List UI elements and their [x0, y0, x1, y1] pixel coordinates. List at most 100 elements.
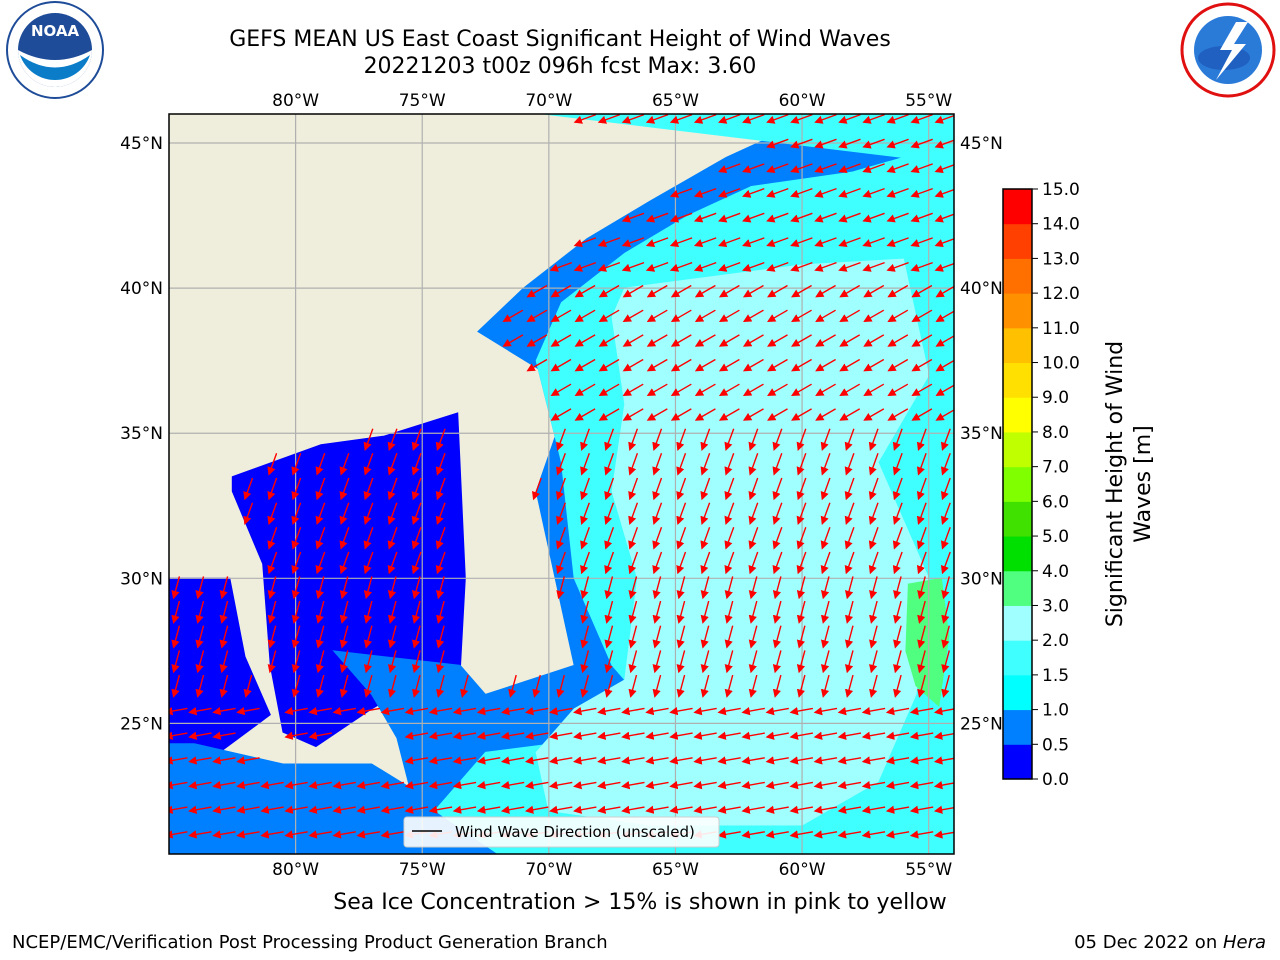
wind-wave-arrow: [524, 756, 549, 765]
wind-wave-arrow: [700, 576, 710, 600]
wind-wave-arrow: [844, 551, 855, 575]
wind-wave-arrow: [645, 731, 669, 740]
wind-wave-arrow: [693, 261, 717, 272]
wind-wave-arrow: [628, 453, 639, 476]
wind-wave-arrow: [844, 650, 854, 674]
wind-wave-arrow: [741, 830, 765, 839]
footer-date-text: 05 Dec 2022 on: [1074, 932, 1223, 953]
wind-wave-arrow: [670, 284, 692, 298]
wind-wave-arrow: [766, 261, 789, 272]
wind-wave-arrow: [670, 383, 692, 397]
wind-wave-arrow: [645, 261, 669, 272]
wind-wave-arrow: [820, 600, 830, 624]
wind-wave-arrow: [813, 756, 838, 765]
wind-wave-arrow: [886, 138, 909, 149]
x-tick-label-bottom: 80°W: [272, 860, 319, 880]
wind-wave-arrow: [652, 576, 662, 600]
wind-wave-arrow: [892, 453, 903, 476]
wind-wave-arrow: [574, 408, 596, 421]
wind-wave-arrow: [556, 477, 566, 501]
wind-wave-arrow: [524, 780, 549, 790]
colorbar-tick-label: 6.0: [1042, 492, 1069, 512]
wind-wave-arrow: [435, 551, 446, 575]
wind-wave-arrow: [742, 383, 764, 397]
wind-wave-arrow: [212, 706, 236, 716]
wind-wave-arrow: [940, 551, 951, 575]
wind-wave-arrow: [838, 212, 861, 223]
wind-wave-arrow: [909, 780, 934, 790]
wind-wave-arrow: [550, 284, 572, 298]
wind-wave-arrow: [748, 576, 758, 600]
wind-wave-arrow: [363, 527, 374, 550]
wind-wave-arrow: [868, 453, 879, 476]
wind-wave-arrow: [910, 237, 933, 248]
y-tick-label-left: 40°N: [120, 279, 163, 299]
wind-wave-arrow: [796, 650, 806, 674]
wind-wave-arrow: [573, 261, 597, 272]
wind-wave-arrow: [862, 237, 885, 248]
colorbar-swatch: [1003, 258, 1032, 294]
wind-wave-arrow: [476, 756, 501, 765]
wind-wave-arrow: [284, 706, 308, 716]
wind-wave-arrow: [580, 502, 590, 525]
wind-wave-arrow: [411, 650, 421, 674]
wind-wave-arrow: [628, 477, 639, 501]
wind-wave-arrow: [693, 114, 717, 124]
wind-wave-arrow: [796, 428, 807, 451]
wind-wave-arrow: [549, 261, 573, 272]
colorbar-tick-label: 0.5: [1042, 735, 1069, 755]
wind-wave-arrow: [700, 600, 710, 624]
wind-wave-arrow: [598, 408, 620, 421]
wind-wave-arrow: [646, 309, 668, 323]
wind-wave-arrow: [339, 674, 349, 698]
wind-wave-arrow: [917, 625, 926, 649]
wind-wave-arrow: [839, 284, 861, 298]
wind-wave-arrow: [814, 138, 837, 149]
wind-wave-arrow: [791, 309, 812, 323]
x-tick-label-bottom: 60°W: [779, 860, 826, 880]
wind-wave-arrow: [724, 674, 734, 698]
wind-wave-arrow: [236, 830, 260, 839]
wind-wave-arrow: [526, 284, 548, 298]
wind-wave-arrow: [171, 600, 181, 624]
wind-wave-arrow: [284, 830, 308, 839]
wind-wave-arrow: [652, 625, 662, 649]
wind-wave-arrow: [597, 114, 621, 124]
wind-wave-arrow: [772, 674, 782, 698]
colorbar-swatch: [1003, 362, 1032, 398]
wind-wave-arrow: [428, 731, 453, 740]
wind-wave-arrow: [604, 551, 615, 575]
wind-wave-arrow: [790, 187, 813, 198]
wind-wave-arrow: [387, 428, 398, 451]
wind-wave-arrow: [435, 453, 446, 476]
wind-wave-arrow: [308, 830, 332, 839]
wind-wave-arrow: [909, 756, 934, 765]
wind-wave-arrow: [694, 309, 716, 323]
wind-wave-arrow: [863, 408, 885, 421]
wind-wave-arrow: [742, 309, 764, 323]
wind-wave-arrow: [772, 625, 782, 649]
wind-wave-arrow: [676, 576, 686, 600]
wind-wave-arrow: [219, 650, 229, 674]
wind-wave-arrow: [260, 805, 284, 814]
wind-wave-arrow: [837, 731, 862, 740]
wind-wave-arrow: [284, 780, 308, 790]
wind-wave-arrow: [411, 551, 422, 575]
wind-wave-arrow: [604, 502, 615, 525]
wind-wave-arrow: [893, 576, 902, 600]
wind-wave-arrow: [911, 358, 933, 372]
wind-wave-arrow: [742, 187, 765, 198]
wind-wave-arrow: [411, 625, 421, 649]
wind-wave-arrow: [820, 527, 831, 550]
wind-wave-arrow: [765, 756, 789, 765]
wind-wave-arrow: [887, 284, 909, 298]
sea-ice-caption: Sea Ice Concentration > 15% is shown in …: [333, 890, 947, 915]
wind-wave-arrow: [700, 674, 710, 698]
wind-wave-arrow: [267, 453, 278, 476]
wind-wave-arrow: [452, 780, 477, 790]
wind-wave-arrow: [628, 502, 639, 525]
wind-wave-arrow: [863, 309, 885, 323]
wind-wave-arrow: [645, 805, 669, 814]
wind-wave-arrow: [645, 114, 669, 124]
wind-wave-arrow: [339, 551, 350, 575]
